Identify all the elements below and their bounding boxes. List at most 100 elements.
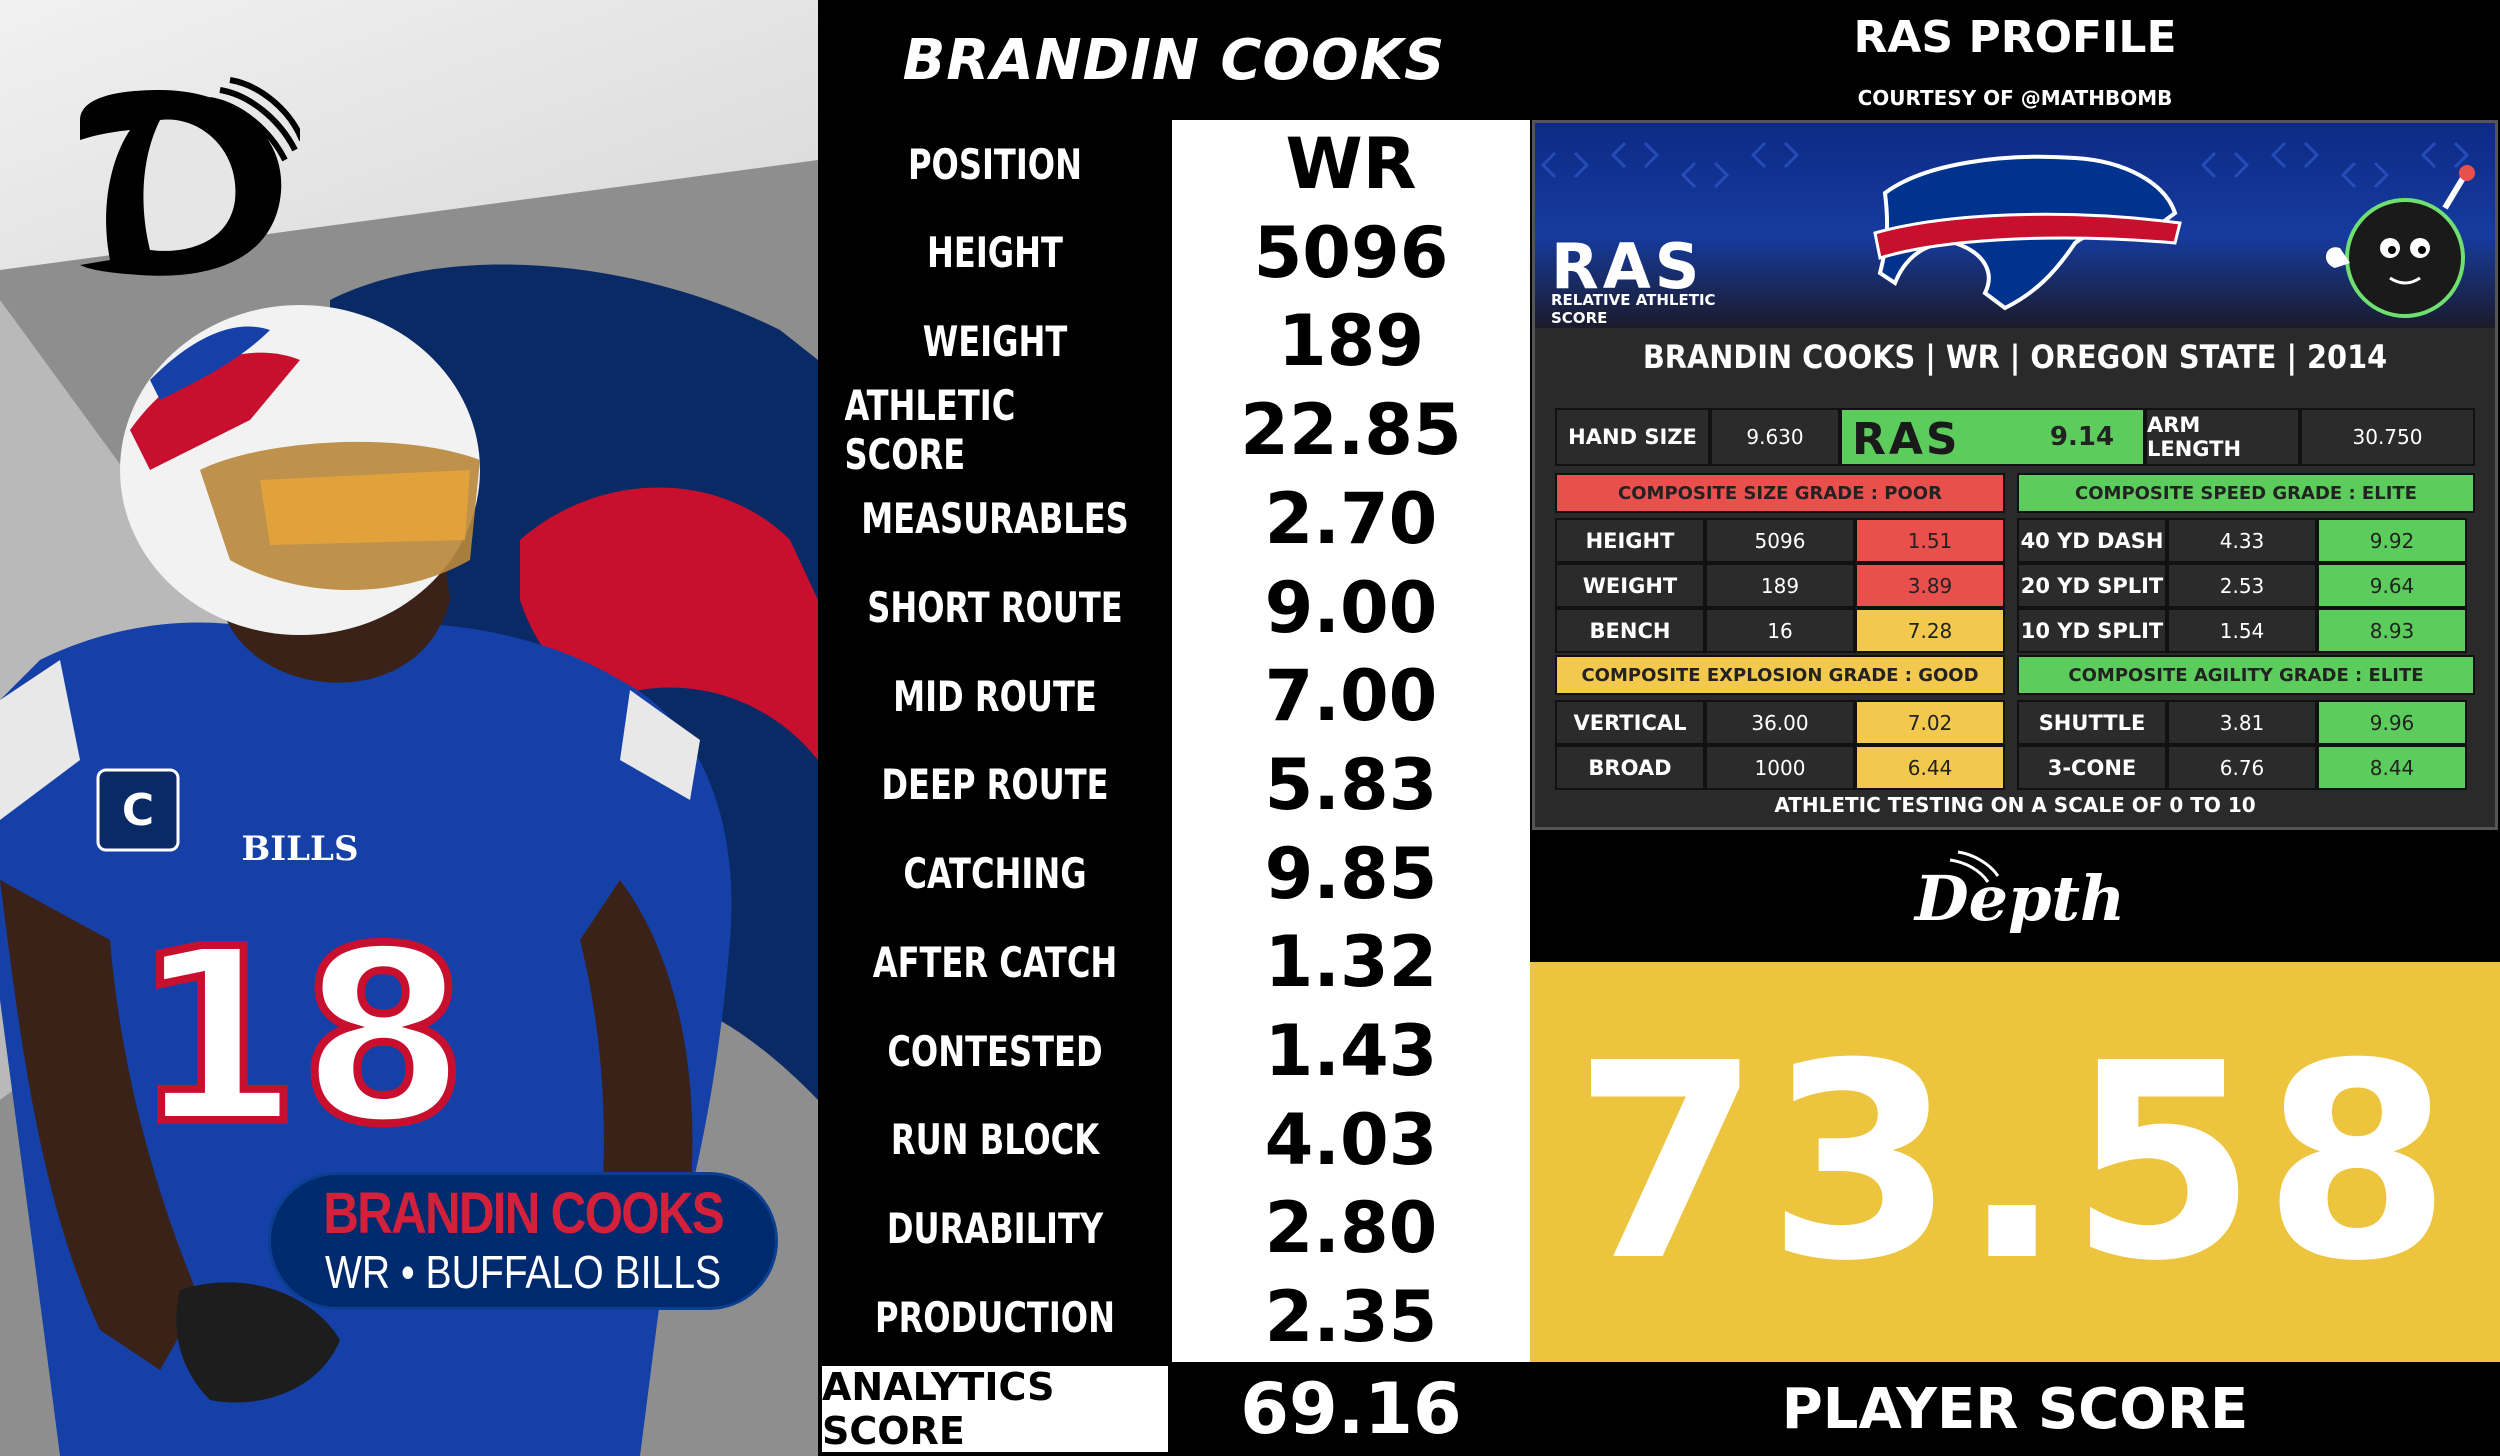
- stat-row: HEIGHT 5096: [818, 209, 1530, 297]
- bills-logo: [1873, 154, 2182, 311]
- ras-metric-value: 36.00: [1705, 700, 1855, 745]
- stat-row: CONTESTED 1.43: [818, 1007, 1530, 1095]
- stat-value: 2.70: [1264, 477, 1438, 560]
- ras-banner: RAS RELATIVE ATHLETIC SCORE: [1535, 123, 2495, 328]
- mathbomb-logo: [2325, 165, 2475, 318]
- stat-row: MID ROUTE 7.00: [818, 652, 1530, 740]
- jersey-text: BILLS: [241, 829, 358, 869]
- stat-row: DEEP ROUTE 5.83: [818, 741, 1530, 829]
- ras-small-logo: RAS: [1852, 414, 1961, 462]
- ras-logo: RAS: [1551, 233, 1703, 303]
- stat-row: MEASURABLES 2.70: [818, 475, 1530, 563]
- stat-value: 9.00: [1264, 566, 1438, 649]
- hand-size-label: HAND SIZE: [1555, 408, 1710, 466]
- stat-value: 4.03: [1264, 1098, 1438, 1181]
- ras-metric-label: BENCH: [1555, 608, 1705, 653]
- player-name-pill: BRANDIN COOKS WR • BUFFALO BILLS: [268, 1172, 778, 1310]
- depth-wordmark: Depth: [1913, 850, 2125, 935]
- agility-grade-bar: COMPOSITE AGILITY GRADE : ELITE: [2017, 655, 2475, 695]
- ras-logo-subtitle: RELATIVE ATHLETIC SCORE: [1551, 291, 1716, 327]
- ras-heading: RAS PROFILE: [1853, 12, 2177, 63]
- code-pattern: [1540, 141, 2470, 189]
- stat-row: DURABILITY 2.80: [818, 1184, 1530, 1272]
- stat-label: SHORT ROUTE: [867, 583, 1123, 632]
- stat-row: WEIGHT 189: [818, 297, 1530, 385]
- stat-row: SHORT ROUTE 9.00: [818, 564, 1530, 652]
- stat-value: 2.80: [1264, 1187, 1438, 1270]
- ras-player-line: BRANDIN COOKS | WR | OREGON STATE | 2014: [1642, 338, 2388, 376]
- ras-metric-value: 4.33: [2167, 518, 2317, 563]
- ras-small-logo-text: RAS: [1852, 414, 1961, 462]
- ras-total-value: 9.14: [2049, 422, 2115, 452]
- stat-value: 1.32: [1264, 921, 1438, 1004]
- stat-value: 5096: [1253, 211, 1449, 294]
- stat-value: 2.35: [1264, 1276, 1438, 1359]
- stat-value: 1.43: [1264, 1010, 1438, 1092]
- ras-metric-value: 5096: [1705, 518, 1855, 563]
- ras-metric-score: 1.51: [1855, 518, 2005, 563]
- ras-metric-label: HEIGHT: [1555, 518, 1705, 563]
- ras-metric-value: 1.54: [2167, 608, 2317, 653]
- stat-label: MEASURABLES: [861, 494, 1129, 544]
- ras-metric-score: 9.64: [2317, 563, 2467, 608]
- ras-metric-label: VERTICAL: [1555, 700, 1705, 745]
- ras-courtesy: COURTESY OF @MATHBOMB: [1857, 86, 2173, 110]
- stat-label: CONTESTED: [887, 1026, 1103, 1076]
- stat-row: ATHLETIC SCORE 22.85: [818, 381, 1530, 480]
- player-photo-panel: C BILLS 18 BRANDIN COOKS WR • BUFFALO BI…: [0, 0, 818, 1456]
- stat-label: RUN BLOCK: [890, 1115, 1100, 1165]
- stat-label: HEIGHT: [927, 228, 1063, 278]
- speed-grade-bar: COMPOSITE SPEED GRADE : ELITE: [2017, 473, 2475, 513]
- stat-value: 189: [1277, 300, 1425, 383]
- ras-metric-label: 40 YD DASH: [2017, 518, 2167, 563]
- ras-metric-value: 3.81: [2167, 700, 2317, 745]
- stat-label: PRODUCTION: [875, 1292, 1115, 1342]
- ras-logo-text: RAS: [1551, 233, 1703, 303]
- ras-metric-value: 6.76: [2167, 745, 2317, 790]
- ras-panel: RAS PROFILE COURTESY OF @MATHBOMB RAS RE…: [1530, 0, 2500, 1456]
- stat-label: MID ROUTE: [893, 671, 1097, 721]
- player-score-label: PLAYER SCORE: [1781, 1376, 2249, 1442]
- ras-metric-score: 8.93: [2317, 608, 2467, 653]
- stats-panel: BRANDIN COOKS POSITION WR HEIGHT 5096 WEIGHT…: [818, 0, 1530, 1456]
- player-name: BRANDIN COOKS: [323, 1180, 724, 1246]
- player-score-box: 73.58: [1530, 962, 2500, 1362]
- stat-value: 9.85: [1264, 832, 1438, 915]
- ras-metric-score: 9.96: [2317, 700, 2467, 745]
- stat-label: DEEP ROUTE: [881, 760, 1109, 810]
- ras-metric-value: 2.53: [2167, 563, 2317, 608]
- stat-row: PRODUCTION 2.35: [818, 1273, 1530, 1361]
- player-title: BRANDIN COOKS: [902, 27, 1446, 93]
- ras-metric-score: 6.44: [1855, 745, 2005, 790]
- stat-row: RUN BLOCK 4.03: [818, 1096, 1530, 1184]
- ras-total-score: RAS 9.14: [1840, 408, 2145, 466]
- stat-label: POSITION: [908, 139, 1082, 189]
- ras-metric-label: 3-CONE: [2017, 745, 2167, 790]
- ras-metric-value: 16: [1705, 608, 1855, 653]
- player-score-value: 73.58: [1572, 1004, 2458, 1320]
- stat-label: ATHLETIC SCORE: [844, 381, 1016, 480]
- stat-value: 22.85: [1240, 389, 1462, 472]
- ras-metric-score: 8.44: [2317, 745, 2467, 790]
- ras-metric-label: 20 YD SPLIT: [2017, 563, 2167, 608]
- stat-label: DURABILITY: [886, 1203, 1104, 1253]
- ras-metric-value: 1000: [1705, 745, 1855, 790]
- photo-background: C BILLS 18: [0, 160, 818, 1456]
- svg-text:C: C: [122, 785, 154, 836]
- arm-length-label: ARM LENGTH: [2145, 408, 2300, 466]
- stat-value: WR: [1285, 123, 1417, 205]
- stat-label: AFTER CATCH: [872, 937, 1118, 987]
- stat-values-column: [1172, 120, 1530, 1362]
- stat-value: 5.83: [1264, 743, 1438, 826]
- explosion-grade-bar: COMPOSITE EXPLOSION GRADE : GOOD: [1555, 655, 2005, 695]
- ras-card: RAS RELATIVE ATHLETIC SCORE BRANDIN COOK…: [1532, 120, 2498, 830]
- ras-metric-score: 3.89: [1855, 563, 2005, 608]
- player-position-team: WR • BUFFALO BILLS: [324, 1245, 722, 1298]
- size-grade-bar: COMPOSITE SIZE GRADE : POOR: [1555, 473, 2005, 513]
- stat-row: POSITION WR: [818, 120, 1530, 208]
- hand-size-value: 9.630: [1710, 408, 1840, 466]
- ras-metric-score: 7.28: [1855, 608, 2005, 653]
- ras-metric-score: 7.02: [1855, 700, 2005, 745]
- ras-metric-label: SHUTTLE: [2017, 700, 2167, 745]
- ras-footnote: ATHLETIC TESTING ON A SCALE OF 0 TO 10: [1774, 793, 2256, 817]
